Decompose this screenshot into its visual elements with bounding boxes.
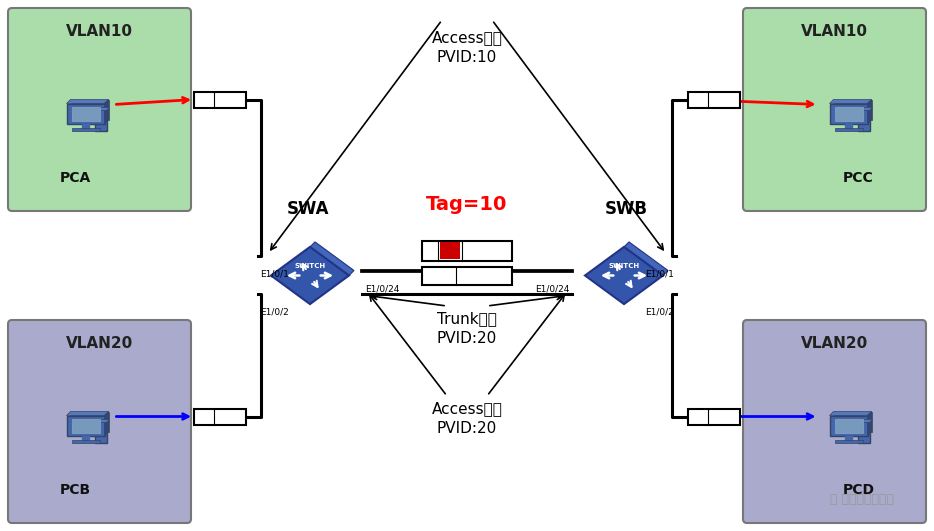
Bar [72,440,100,442]
Polygon shape [310,242,354,276]
Text: E1/0/2: E1/0/2 [260,307,289,316]
Polygon shape [829,99,871,104]
Text: E1/0/24: E1/0/24 [365,285,400,294]
Polygon shape [829,412,871,415]
Text: Access端口
PVID:20: Access端口 PVID:20 [432,401,502,436]
Text: 🌐 网络工程师阿龙: 🌐 网络工程师阿龙 [830,493,894,506]
Bar [440,242,460,259]
Text: VLAN10: VLAN10 [801,24,868,39]
Text: Access端口
PVID:10: Access端口 PVID:10 [432,30,502,65]
Bar [834,440,862,442]
FancyBboxPatch shape [743,320,926,523]
Polygon shape [105,412,108,435]
Polygon shape [868,99,871,124]
Bar [857,110,870,131]
Polygon shape [585,247,663,304]
Text: Tag=10: Tag=10 [426,194,508,213]
Bar [857,423,870,442]
Text: PCA: PCA [60,171,92,185]
Text: PCC: PCC [843,171,874,185]
Polygon shape [833,412,871,432]
Bar [829,104,868,124]
Bar [834,418,862,433]
Polygon shape [271,247,349,304]
Text: PCD: PCD [842,483,874,497]
Bar [194,91,246,107]
Polygon shape [70,412,108,432]
Polygon shape [624,242,668,276]
Bar [94,110,106,131]
Bar [66,104,105,124]
Bar [194,408,246,424]
Text: E1/0/24: E1/0/24 [534,285,569,294]
Text: SWB: SWB [604,200,647,218]
Text: PCB: PCB [60,483,91,497]
Bar [688,91,740,107]
Polygon shape [857,107,872,110]
Bar [72,127,100,131]
Polygon shape [857,419,872,423]
Text: VLAN20: VLAN20 [66,336,134,351]
Polygon shape [66,412,108,415]
Bar [422,267,512,285]
Bar [66,415,105,435]
Text: E1/0/1: E1/0/1 [645,270,674,278]
FancyBboxPatch shape [743,8,926,211]
Text: SWITCH: SWITCH [608,263,640,269]
Bar [834,107,862,121]
Polygon shape [94,107,109,110]
Text: VLAN20: VLAN20 [800,336,868,351]
Polygon shape [868,412,871,435]
Text: E1/0/1: E1/0/1 [260,270,289,278]
Polygon shape [833,99,871,119]
Polygon shape [94,419,109,423]
Polygon shape [70,99,108,119]
Text: VLAN10: VLAN10 [66,24,133,39]
Bar [688,408,740,424]
FancyBboxPatch shape [8,8,191,211]
Bar [94,423,106,442]
Bar [422,241,512,261]
FancyBboxPatch shape [8,320,191,523]
Bar [72,418,100,433]
Text: E1/0/2: E1/0/2 [645,307,674,316]
Bar [829,415,868,435]
Bar [72,107,100,121]
Polygon shape [66,99,108,104]
Bar [834,127,862,131]
Text: SWITCH: SWITCH [294,263,326,269]
Text: Trunk端口
PVID:20: Trunk端口 PVID:20 [437,311,497,346]
Text: SWA: SWA [287,200,330,218]
Polygon shape [105,99,108,124]
